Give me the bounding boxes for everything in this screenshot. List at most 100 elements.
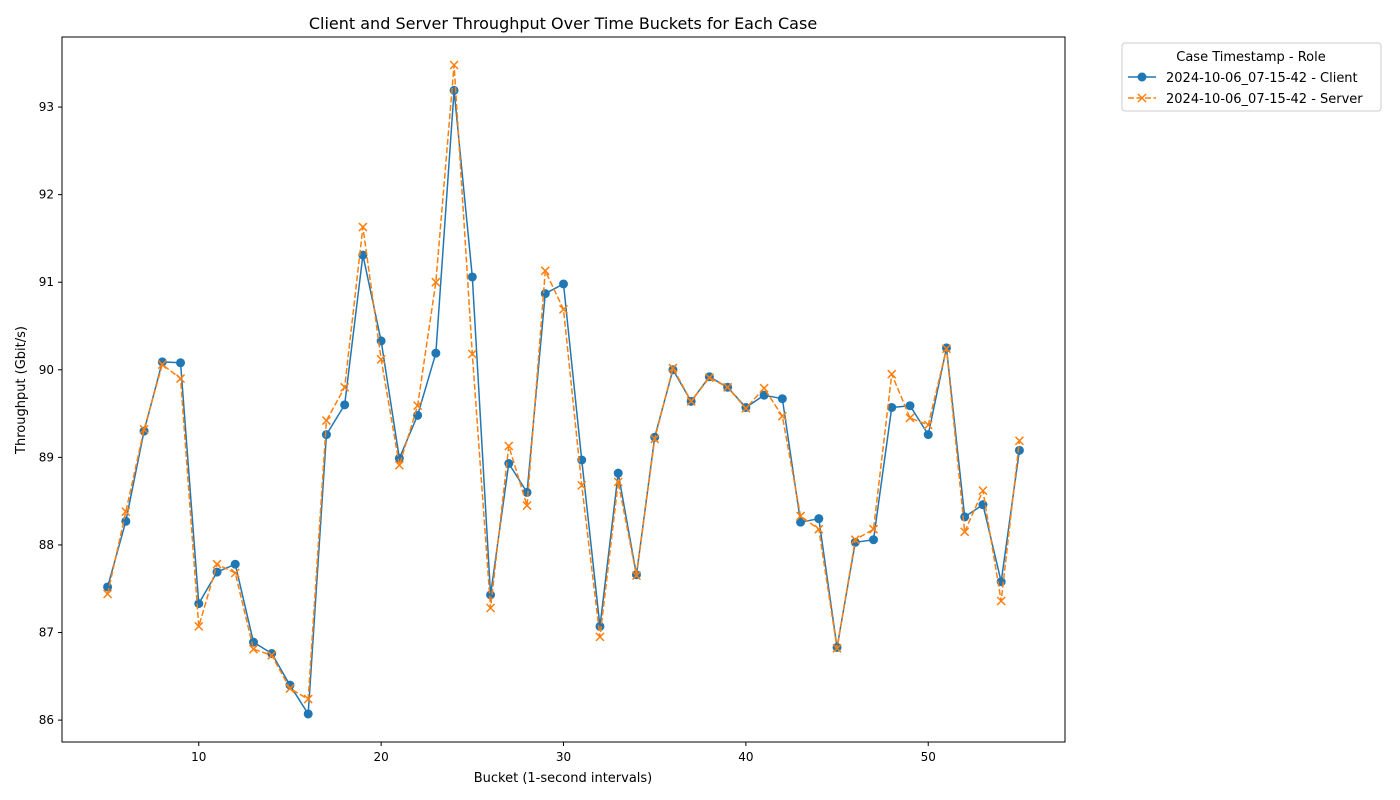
data-point-client [559, 279, 568, 289]
data-point-client [613, 468, 623, 478]
chart-title: Client and Server Throughput Over Time B… [309, 14, 817, 33]
data-point-client [796, 517, 806, 527]
data-point-client [1014, 445, 1024, 455]
data-point-server [759, 383, 769, 393]
data-point-client [887, 402, 897, 412]
x-tick-label: 20 [373, 750, 388, 764]
data-point-server [668, 363, 678, 373]
legend: Case Timestamp - Role 2024-10-06_07-15-4… [1121, 42, 1382, 112]
data-point-server [941, 344, 951, 354]
data-point-server [577, 480, 587, 490]
x-tick-label: 50 [921, 750, 936, 764]
y-tick-label: 86 [39, 713, 54, 727]
data-point-server [887, 369, 897, 379]
data-point-server [777, 411, 787, 421]
data-point-server [139, 424, 149, 434]
y-tick-label: 92 [39, 188, 54, 202]
y-tick-label: 93 [39, 100, 54, 114]
data-point-server [504, 441, 514, 451]
legend-title: Case Timestamp - Role [1176, 50, 1325, 65]
data-point-server [230, 568, 240, 578]
data-point-client [321, 430, 331, 440]
data-point-server [996, 596, 1006, 606]
legend-label-server: 2024-10-06_07-15-42 - Server [1166, 92, 1363, 107]
data-point-server [157, 360, 167, 370]
data-point-server [248, 644, 259, 654]
data-point-client [267, 649, 277, 659]
data-point-client [777, 394, 787, 404]
data-point-server [121, 507, 131, 517]
data-point-server [650, 434, 660, 444]
x-tick-label: 40 [738, 750, 753, 764]
data-point-client [194, 599, 204, 609]
y-tick-label: 87 [39, 626, 54, 640]
data-point-server [176, 374, 186, 384]
data-point-client [960, 512, 970, 522]
legend-marker-server [1137, 93, 1147, 103]
data-point-client [467, 272, 477, 282]
y-tick-label: 88 [39, 538, 54, 552]
data-point-client [340, 400, 350, 410]
data-point-server [686, 396, 696, 406]
data-point-server [212, 559, 222, 569]
data-point-server [267, 650, 277, 660]
data-point-client [248, 637, 258, 647]
data-point-client [923, 430, 933, 440]
data-point-server [796, 511, 806, 521]
data-point-server [814, 524, 824, 534]
data-point-client [504, 459, 514, 469]
legend-marker-client [1137, 72, 1147, 82]
data-point-server [868, 524, 879, 534]
data-point-server [376, 354, 386, 364]
data-point-server [394, 460, 404, 470]
x-axis-label: Bucket (1-second intervals) [474, 771, 653, 786]
data-point-client [540, 289, 550, 299]
data-point-client [869, 535, 879, 545]
data-point-server [558, 304, 569, 314]
data-point-server [540, 266, 550, 276]
data-point-server [923, 420, 933, 430]
data-point-client [230, 559, 240, 569]
x-tick-label: 30 [556, 750, 571, 764]
data-point-server [850, 535, 860, 545]
data-point-server [613, 477, 623, 487]
data-point-server [741, 403, 751, 413]
data-point-client [212, 567, 222, 577]
x-tick-label: 10 [191, 750, 206, 764]
data-point-client [431, 348, 441, 358]
y-tick-label: 91 [39, 275, 54, 289]
data-point-server [704, 373, 714, 383]
data-point-server [1014, 436, 1024, 446]
data-point-client [303, 709, 313, 719]
data-point-server [103, 589, 113, 599]
data-point-server [486, 603, 496, 613]
data-point-client [522, 487, 532, 497]
data-point-server [723, 382, 733, 392]
data-point-server [467, 349, 477, 359]
data-point-client [157, 357, 167, 367]
data-point-server [431, 277, 441, 287]
data-point-server [413, 401, 423, 411]
y-axis-label: Throughput (Gbit/s) [14, 326, 29, 455]
data-point-server [905, 413, 915, 423]
data-point-server [595, 632, 605, 642]
data-point-server [960, 527, 970, 537]
data-point-server [303, 694, 313, 704]
data-point-client [905, 401, 915, 411]
data-point-server [978, 486, 988, 496]
x-axis-ticks: 10 20 30 40 50 [191, 742, 936, 764]
data-point-client [176, 358, 186, 368]
legend-label-client: 2024-10-06_07-15-42 - Client [1166, 71, 1358, 86]
data-point-client [595, 621, 605, 631]
data-point-client [814, 514, 824, 524]
data-point-server [340, 382, 350, 392]
data-point-server [321, 416, 331, 426]
y-tick-label: 89 [39, 450, 54, 464]
data-point-server [449, 60, 459, 70]
data-point-server [631, 571, 641, 581]
data-point-server [285, 684, 295, 694]
data-point-server [358, 222, 368, 232]
y-tick-label: 90 [39, 363, 54, 377]
